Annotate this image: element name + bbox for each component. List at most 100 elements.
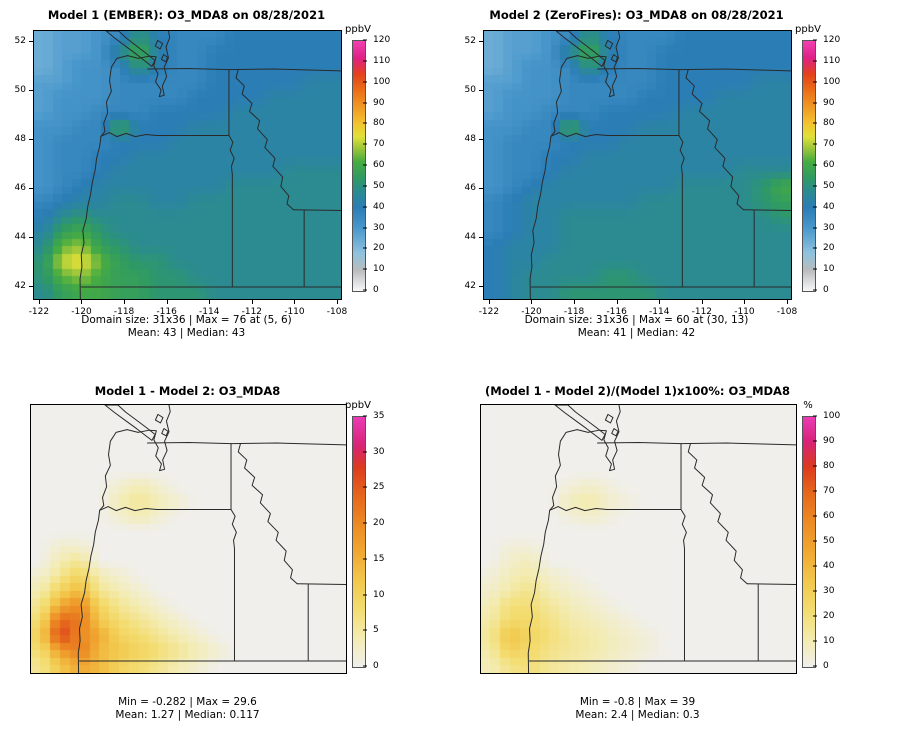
colorbar xyxy=(352,416,366,668)
vancouver-island xyxy=(106,31,155,66)
colorbar-tick-mark xyxy=(363,247,367,249)
colorbar-tick-mark xyxy=(363,415,367,417)
x-axis-tick-mark xyxy=(209,299,211,304)
x-axis-tick-mark xyxy=(38,299,40,304)
colorbar-tick-label: 50 xyxy=(823,180,835,191)
colorbar-tick-mark xyxy=(813,540,817,542)
x-axis-tick-mark xyxy=(488,299,490,304)
colorbar-unit-label: ppbV xyxy=(345,24,371,35)
colorbar-ticks: 0 10 20 30 40 50 60 70 80 90 100 xyxy=(813,411,850,671)
y-axis-tick-mark xyxy=(29,138,34,140)
y-axis-tick-label: 48 xyxy=(464,133,476,144)
island-small-2 xyxy=(611,55,617,62)
y-axis-tick-label: 48 xyxy=(14,133,26,144)
colorbar-tick-label: 90 xyxy=(373,97,385,108)
colorbar-tick-mark xyxy=(363,665,367,667)
colorbar xyxy=(352,40,366,292)
colorbar-tick-label: 10 xyxy=(373,589,385,600)
vancouver-island xyxy=(555,405,605,440)
colorbar-tick-mark xyxy=(813,122,817,124)
vancouver-island xyxy=(556,31,605,66)
y-axis-tick-mark xyxy=(479,187,484,189)
x-axis-tick-label: -122 xyxy=(478,307,500,317)
colorbar-tick-label: 80 xyxy=(373,118,385,129)
y-axis-tick-mark xyxy=(479,40,484,42)
colorbar-tick-mark xyxy=(813,465,817,467)
map-boundaries-overlay xyxy=(484,31,791,299)
idaho-border xyxy=(229,70,234,287)
island-small-2 xyxy=(162,429,168,436)
colorbar-tick-label: 20 xyxy=(823,611,835,621)
colorbar-tick-label: 100 xyxy=(823,76,841,87)
colorbar-tick-label: 60 xyxy=(823,160,835,170)
caption-stats-1: Domain size: 31x36 | Max = 76 at (5, 6) xyxy=(81,314,292,326)
caption-stats-2: Mean: 1.27 | Median: 0.117 xyxy=(115,709,260,721)
panel-percent-difference: (Model 1 - Model 2)/(Model 1)x100%: O3_M… xyxy=(450,376,900,752)
y-axis-tick-mark xyxy=(29,285,34,287)
panel-title: (Model 1 - Model 2)/(Model 1)x100%: O3_M… xyxy=(485,384,790,398)
panel-title: Model 1 (EMBER): O3_MDA8 on 08/28/2021 xyxy=(47,8,326,22)
x-axis-tick-mark xyxy=(616,299,618,304)
heatmap-canvas xyxy=(31,405,346,673)
map-model2: -122 -120 -118 -116 -114 -112 -110 -108 52 50 48 46… xyxy=(465,30,797,317)
mt-wy-border xyxy=(743,210,791,211)
map-difference xyxy=(30,404,347,674)
colorbar-tick-mark xyxy=(363,268,367,270)
colorbar-tick-mark xyxy=(813,615,817,617)
x-axis-tick-mark xyxy=(787,299,788,304)
colorbar-tick-label: 10 xyxy=(823,636,835,646)
colorbar-tick-label: 20 xyxy=(373,243,385,254)
caption-stats-2: Mean: 41 | Median: 42 xyxy=(577,327,696,339)
wa-or-border xyxy=(551,133,679,137)
colorbar-tick-label: 70 xyxy=(373,139,385,150)
x-axis-tick-label: -108 xyxy=(326,307,348,317)
panel-difference: Model 1 - Model 2: O3_MDA8 ppbV 0 5 10 15 20… xyxy=(0,376,450,752)
colorbar-tick-label: 10 xyxy=(373,264,385,275)
x-axis-tick-label: -118 xyxy=(113,307,135,317)
colorbar-tick-mark xyxy=(813,39,817,41)
colorbar-tick-mark xyxy=(363,122,367,124)
caption-stats-1: Min = -0.8 | Max = 39 xyxy=(579,696,696,708)
panel-title: Model 1 - Model 2: O3_MDA8 xyxy=(94,384,281,398)
x-axis-tick-label: -114 xyxy=(649,307,670,317)
colorbar-tick-mark xyxy=(363,289,367,291)
panel-model1: Model 1 (EMBER): O3_MDA8 on 08/28/2021 -… xyxy=(0,0,450,376)
colorbar-tick-mark xyxy=(813,490,817,492)
colorbar-tick-label: 20 xyxy=(373,518,385,529)
colorbar-tick-mark xyxy=(363,227,367,228)
colorbar-tick-mark xyxy=(813,164,817,166)
x-axis-tick-mark xyxy=(701,299,703,304)
colorbar-tick-label: 0 xyxy=(373,661,379,671)
x-axis-tick-mark xyxy=(659,299,661,304)
colorbar-tick-mark xyxy=(813,143,817,145)
colorbar-tick-label: 60 xyxy=(373,160,385,170)
y-axis-tick-label: 44 xyxy=(14,231,26,242)
colorbar-ticks: 0 5 10 15 20 25 30 35 xyxy=(363,411,400,671)
puget-sound-coast xyxy=(577,405,620,471)
y-axis-tick-mark xyxy=(29,236,34,238)
colorbar-tick-label: 50 xyxy=(823,536,835,546)
colorbar-tick-label: 30 xyxy=(373,222,385,233)
colorbar-tick-mark xyxy=(363,594,367,596)
mt-id-border xyxy=(688,444,747,584)
x-axis-tick-label: -110 xyxy=(734,307,755,317)
map-boundaries-overlay xyxy=(31,405,346,673)
colorbar-tick-label: 0 xyxy=(373,285,379,295)
colorbar-tick-label: 70 xyxy=(823,139,835,150)
colorbar-tick-label: 110 xyxy=(823,55,841,66)
island-small-2 xyxy=(612,429,618,436)
colorbar-tick-label: 120 xyxy=(823,35,841,45)
island-small-1 xyxy=(605,414,613,423)
colorbar-tick-mark xyxy=(813,415,817,417)
colorbar-tick-label: 40 xyxy=(373,201,385,212)
wa-or-border xyxy=(100,507,231,511)
x-axis-tick-mark xyxy=(337,299,338,304)
idaho-border xyxy=(681,444,686,661)
panel-title: Model 2 (ZeroFires): O3_MDA8 on 08/28/20… xyxy=(489,8,784,22)
colorbar-tick-mark xyxy=(813,102,817,103)
colorbar-tick-label: 0 xyxy=(823,285,829,295)
y-axis-tick-label: 44 xyxy=(464,231,476,242)
mt-wy-border xyxy=(747,584,796,585)
colorbar-tick-label: 90 xyxy=(823,436,835,446)
